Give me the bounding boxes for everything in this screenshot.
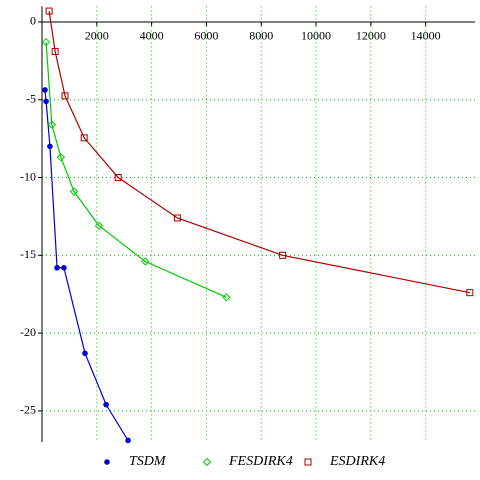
- x-tick-label: 2000: [85, 29, 109, 43]
- point: [42, 87, 48, 93]
- y-tick-label: -10: [20, 169, 36, 183]
- legend-label: ESDIRK4: [329, 454, 385, 469]
- y-tick-label: -5: [26, 91, 36, 105]
- y-tick-label: -15: [20, 247, 36, 261]
- legend-label: TSDM: [129, 454, 167, 469]
- point: [69, 187, 79, 196]
- point: [54, 264, 60, 271]
- legend-entry: FESDIRK4: [202, 454, 293, 469]
- point: [82, 350, 88, 357]
- x-tick-label: 10000: [301, 29, 331, 43]
- y-tick-label: -25: [20, 403, 36, 417]
- x-tick-label: 12000: [356, 29, 386, 43]
- series-line: [48, 10, 470, 294]
- point: [43, 98, 49, 105]
- legend-entry: ESDIRK4: [304, 454, 385, 469]
- point: [141, 257, 150, 266]
- point: [94, 221, 104, 230]
- point: [61, 264, 67, 271]
- point: [80, 134, 88, 142]
- series-line: [45, 42, 227, 298]
- point: [41, 37, 51, 47]
- x-tick-label: 4000: [140, 29, 164, 43]
- legend-marker: [304, 458, 312, 466]
- point: [45, 7, 53, 15]
- x-tick-label: 6000: [194, 29, 218, 43]
- point: [61, 92, 69, 100]
- point: [56, 153, 66, 162]
- x-tick-label: 14000: [411, 29, 441, 43]
- point: [279, 251, 287, 259]
- point: [173, 214, 181, 222]
- point: [222, 293, 231, 302]
- x-tick-label: 8000: [249, 29, 273, 43]
- legend-marker: [202, 457, 212, 467]
- point: [47, 143, 53, 150]
- legend-entry: TSDM: [104, 454, 167, 469]
- point: [125, 437, 131, 444]
- series-line: [44, 89, 129, 441]
- point: [466, 289, 474, 297]
- y-tick-label: -20: [20, 325, 36, 339]
- legend-marker: [104, 459, 110, 465]
- point: [103, 401, 109, 408]
- point: [47, 120, 57, 129]
- y-tick-label: 0: [30, 14, 36, 28]
- point: [51, 48, 59, 56]
- point: [114, 174, 122, 182]
- legend-label: FESDIRK4: [228, 454, 293, 469]
